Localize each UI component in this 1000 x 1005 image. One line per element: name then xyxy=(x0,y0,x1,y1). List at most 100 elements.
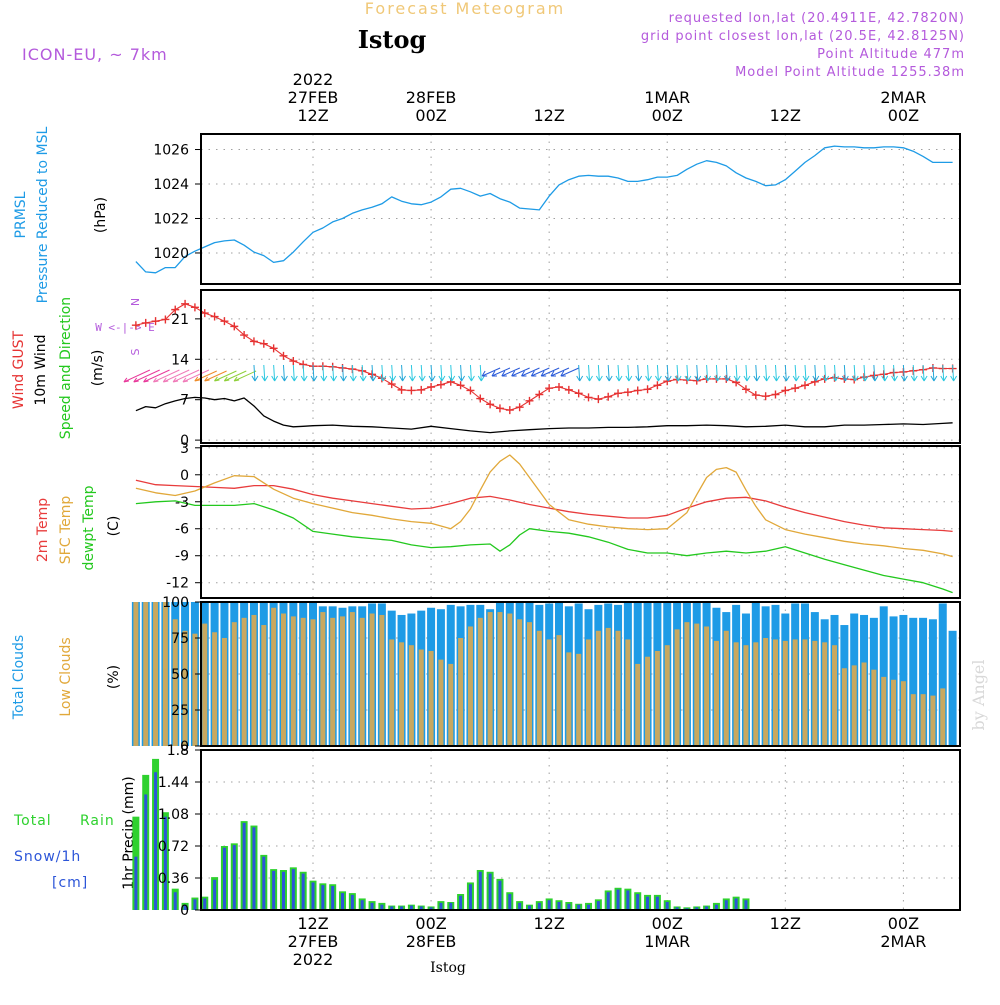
low-cloud-bar xyxy=(595,630,601,746)
location-title: Istog xyxy=(358,25,427,54)
low-cloud-bar xyxy=(733,642,739,746)
y-tick-label: -9 xyxy=(175,549,189,565)
low-cloud-bar xyxy=(910,694,916,746)
gust-marker xyxy=(141,318,150,327)
y-tick-label: 1.44 xyxy=(158,775,189,791)
low-cloud-bar xyxy=(526,622,532,746)
snow-bar xyxy=(183,904,187,910)
y-tick-label: 50 xyxy=(171,667,189,683)
wind-direction-arrow xyxy=(223,370,247,382)
wind-direction-arrow xyxy=(841,364,849,382)
wind-direction-arrow xyxy=(851,364,859,382)
snow-bar xyxy=(547,900,551,910)
gust-marker xyxy=(240,331,249,340)
low-cloud-bar xyxy=(851,665,857,746)
snow-bar xyxy=(596,901,600,910)
y-tick-label: -6 xyxy=(175,522,189,538)
time-label-top: 1MAR xyxy=(644,88,690,107)
low-cloud-bar xyxy=(536,630,542,746)
wind-direction-arrow xyxy=(290,364,298,382)
precip-total: Total xyxy=(13,813,52,829)
wind-direction-arrow xyxy=(481,367,501,377)
forecast-title: Forecast Meteogram xyxy=(365,0,565,18)
panel-frame xyxy=(200,289,961,444)
snow-bar xyxy=(655,896,659,910)
y-tick-label: 1.08 xyxy=(158,807,189,823)
wind-direction-arrow xyxy=(550,367,570,377)
time-label-bottom: 12Z xyxy=(770,914,801,933)
low-cloud-bar xyxy=(389,639,395,746)
wind-direction-arrow xyxy=(320,364,328,382)
snow-bar xyxy=(636,894,640,910)
wind-direction-arrow xyxy=(605,364,613,382)
wind-direction-arrow xyxy=(733,364,741,382)
watermark: by Angel xyxy=(969,659,988,730)
time-label-bottom: 00Z xyxy=(652,914,683,933)
wind-direction-arrow xyxy=(143,369,170,383)
snow-bar xyxy=(390,906,394,910)
wind-direction-arrow xyxy=(438,364,446,382)
y-tick-label: 25 xyxy=(171,703,189,719)
wind-direction-arrow xyxy=(654,364,662,382)
snow-bar xyxy=(370,902,374,910)
snow-bar xyxy=(557,902,561,910)
low-cloud-bar xyxy=(900,681,906,746)
wind-direction-arrow xyxy=(251,364,259,382)
time-label-bottom: 00Z xyxy=(888,914,919,933)
gust-marker xyxy=(801,381,809,390)
wind-direction-arrow xyxy=(448,364,456,382)
y-tick-label: 0 xyxy=(180,433,189,449)
low-cloud-bar xyxy=(221,638,227,746)
temp-units: (C) xyxy=(106,516,122,537)
gust-marker xyxy=(692,376,701,385)
time-label-bottom: 12Z xyxy=(297,914,328,933)
low-cloud-bar xyxy=(458,638,464,746)
snow-bar xyxy=(508,894,512,910)
time-label-bottom: 00Z xyxy=(415,914,446,933)
low-cloud-bar xyxy=(162,602,168,746)
wind-direction-arrow xyxy=(340,364,347,382)
wind-direction-arrow xyxy=(664,364,672,382)
wind-direction-arrow xyxy=(330,364,338,382)
wind-direction-arrow xyxy=(349,364,357,382)
low-cloud-bar xyxy=(448,663,454,746)
gust-marker xyxy=(623,388,632,397)
requested-point: requested lon,lat (20.4911E, 42.7820N) xyxy=(669,11,965,26)
wind-direction-arrow xyxy=(881,364,889,382)
low-cloud-bar xyxy=(586,639,592,746)
wind-direction-arrow xyxy=(428,364,436,382)
y-tick-label: -3 xyxy=(175,495,189,511)
pressure-label-2: Pressure Reduced to MSL xyxy=(35,126,51,303)
time-label-top: 12Z xyxy=(770,106,801,125)
pressure-line xyxy=(135,145,953,274)
snow-bar xyxy=(272,870,276,910)
wind-direction-arrow xyxy=(389,364,397,382)
wind-units: (m/s) xyxy=(90,350,106,387)
time-label-top: 27FEB xyxy=(288,88,339,107)
low-cloud-bar xyxy=(841,668,847,746)
wind-direction-arrow xyxy=(300,364,308,382)
snow-bar xyxy=(242,822,246,910)
gust-marker xyxy=(525,396,534,405)
wind-direction-arrow xyxy=(359,364,367,382)
wind-direction-arrow xyxy=(194,370,217,382)
gust-marker xyxy=(289,357,298,366)
wind-direction-arrow xyxy=(162,369,190,383)
low-cloud-bar xyxy=(654,650,660,746)
low-cloud-bar xyxy=(861,662,867,746)
total-cloud-bar xyxy=(928,619,937,746)
y-tick-label: 1024 xyxy=(153,177,189,193)
low-cloud-bar xyxy=(418,649,424,746)
snow-bar xyxy=(498,880,502,910)
low-cloud-bar xyxy=(251,614,257,746)
wind-direction-arrow xyxy=(910,364,918,382)
low-cloud-bar xyxy=(556,635,562,746)
low-cloud-bar xyxy=(172,619,178,746)
temp-dewpt-line xyxy=(135,500,953,594)
low-cloud-bar xyxy=(576,653,582,746)
low-cloud-bar xyxy=(212,632,218,746)
low-cloud-bar xyxy=(477,617,483,746)
precip-snow: Snow/1h xyxy=(14,849,81,865)
snow-bar xyxy=(409,905,413,910)
gust-marker xyxy=(653,381,662,390)
